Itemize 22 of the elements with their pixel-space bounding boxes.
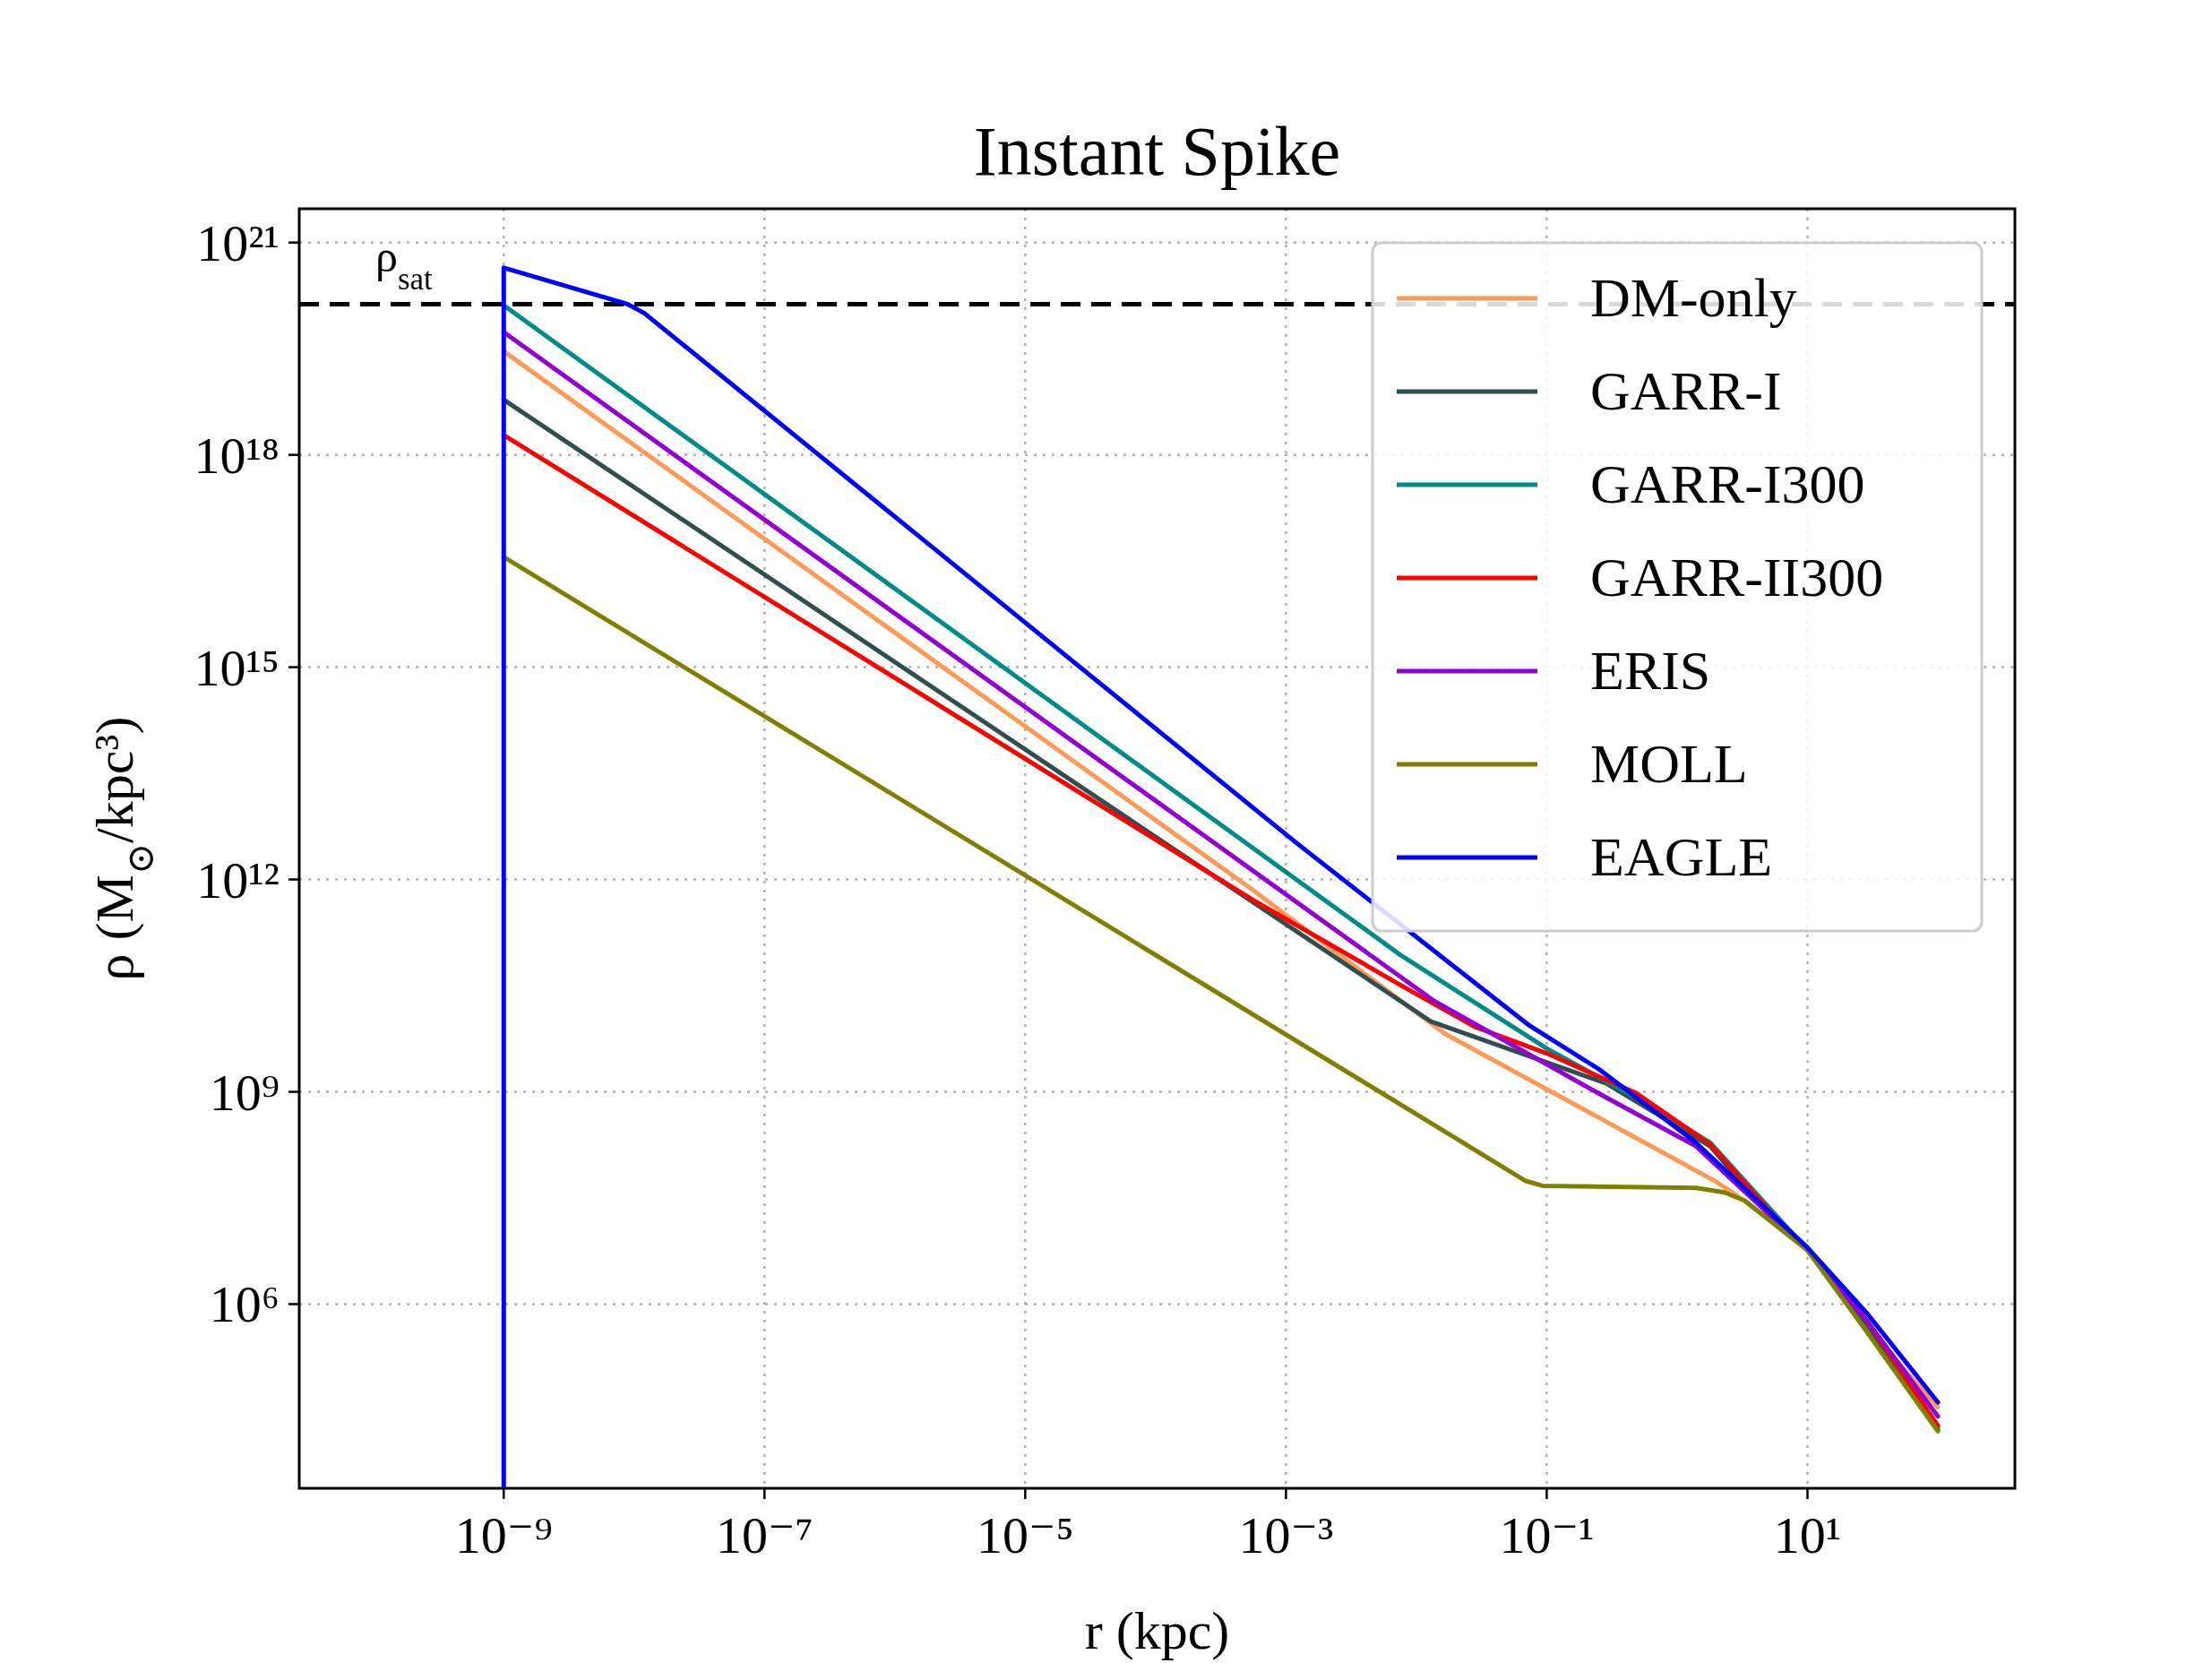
legend-label: EAGLE xyxy=(1590,826,1773,887)
legend-label: ERIS xyxy=(1590,640,1711,701)
x-tick-label: 10⁻⁷ xyxy=(715,1506,813,1564)
ref-line-label: ρ$_{sat}$ xyxy=(375,231,434,297)
x-tick-label: 10¹ xyxy=(1773,1506,1842,1564)
legend-label: DM-only xyxy=(1590,267,1797,328)
x-tick-label: 10⁻⁹ xyxy=(454,1506,553,1564)
y-tick-label: 10¹⁵ xyxy=(194,638,280,697)
legend-label: GARR-I xyxy=(1590,360,1782,421)
x-tick-label: 10⁻¹ xyxy=(1499,1506,1595,1564)
x-tick-label: 10⁻³ xyxy=(1238,1506,1334,1564)
x-tick-label: 10⁻⁵ xyxy=(976,1506,1074,1564)
chart-title: Instant Spike xyxy=(973,112,1341,190)
y-tick-label: 10⁹ xyxy=(209,1063,280,1122)
legend-label: GARR-I300 xyxy=(1590,453,1865,514)
y-tick-label: 10⁶ xyxy=(209,1275,280,1334)
legend-label: MOLL xyxy=(1590,733,1748,794)
y-tick-label: 10²¹ xyxy=(196,213,280,272)
legend-label: GARR-II300 xyxy=(1590,547,1884,607)
y-tick-label: 10¹⁸ xyxy=(194,426,280,485)
x-axis-title: r (kpc) xyxy=(1084,1601,1230,1660)
y-tick-label: 10¹² xyxy=(196,850,280,909)
